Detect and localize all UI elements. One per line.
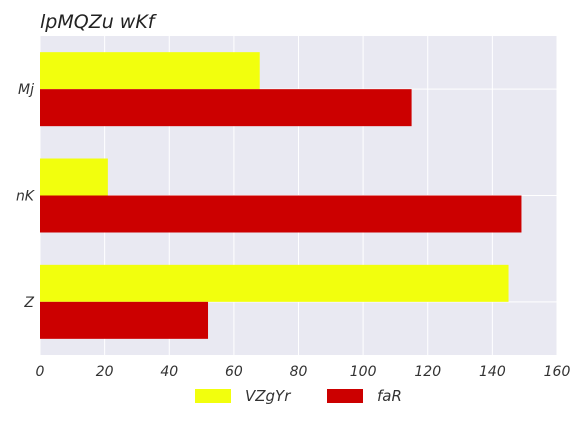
bars [40, 52, 522, 339]
bar-VZgYr-nK [40, 158, 108, 196]
y-tick-label-0: Mj [18, 82, 34, 98]
bar-faR-nK [40, 195, 522, 233]
bar-faR-Mj [40, 89, 412, 127]
y-tick-label-1: nK [16, 189, 36, 205]
x-tick-label-5: 100 [350, 364, 377, 380]
legend-swatch-faR [327, 389, 363, 403]
x-tick-label-4: 80 [290, 364, 308, 380]
x-tick-label-0: 0 [36, 364, 45, 380]
x-tick-label-1: 20 [96, 364, 114, 380]
x-tick-label-6: 120 [414, 364, 441, 380]
legend-label-VZgYr: VZgYr [245, 387, 291, 405]
bar-VZgYr-Z [40, 264, 509, 302]
bar-faR-Z [40, 301, 209, 339]
chart-title: lpMQZu wKf [40, 11, 158, 33]
legend: VZgYr faR [195, 387, 402, 405]
x-tick-labels: 0 20 40 60 80 100 120 140 160 [36, 364, 571, 380]
x-tick-label-2: 40 [160, 364, 178, 380]
x-tick-label-3: 60 [225, 364, 243, 380]
x-tick-label-8: 160 [544, 364, 571, 380]
x-tick-label-7: 140 [479, 364, 506, 380]
legend-label-faR: faR [377, 387, 402, 405]
y-tick-labels: Mj nK Z [16, 82, 36, 311]
y-tick-label-2: Z [23, 295, 34, 311]
bar-VZgYr-Mj [40, 52, 260, 90]
legend-swatch-VZgYr [195, 389, 231, 403]
